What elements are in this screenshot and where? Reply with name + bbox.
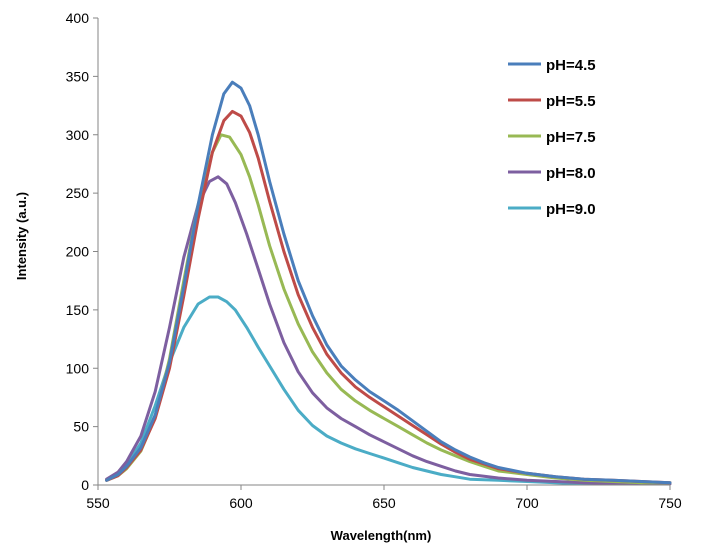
y-tick-label: 300 xyxy=(66,127,90,143)
x-tick-label: 750 xyxy=(658,495,682,511)
y-axis-ticks: 0 50 100 150 200 250 300 350 400 xyxy=(66,10,98,493)
y-tick-label: 350 xyxy=(66,68,90,84)
x-axis-ticks: 550 600 650 700 750 xyxy=(86,485,682,511)
y-tick-label: 250 xyxy=(66,185,90,201)
legend-label-ph-7-5: pH=7.5 xyxy=(546,129,596,146)
series-line-ph-8-0 xyxy=(105,175,672,486)
series-line-ph-7-5 xyxy=(105,133,672,485)
legend-label-ph-4-5: pH=4.5 xyxy=(546,57,596,74)
y-tick-label: 100 xyxy=(66,360,90,376)
x-tick-label: 600 xyxy=(229,495,253,511)
legend-label-ph-8-0: pH=8.0 xyxy=(546,165,596,182)
x-axis-title: Wavelength(nm) xyxy=(331,528,432,543)
x-tick-label: 650 xyxy=(372,495,396,511)
series-line-ph-4-5 xyxy=(105,80,672,485)
plot-area xyxy=(105,80,672,486)
legend: pH=4.5 pH=5.5 pH=7.5 pH=8.0 pH=9.0 xyxy=(508,57,596,218)
y-tick-label: 50 xyxy=(73,419,89,435)
x-tick-label: 550 xyxy=(86,495,110,511)
y-axis-title: Intensity (a.u.) xyxy=(14,192,29,280)
y-tick-label: 200 xyxy=(66,244,90,260)
legend-label-ph-9-0: pH=9.0 xyxy=(546,201,596,218)
x-tick-label: 700 xyxy=(515,495,539,511)
y-tick-label: 400 xyxy=(66,10,90,26)
y-tick-label: 0 xyxy=(81,477,89,493)
y-tick-label: 150 xyxy=(66,302,90,318)
series-line-ph-9-0 xyxy=(105,295,672,486)
legend-label-ph-5-5: pH=5.5 xyxy=(546,93,596,110)
